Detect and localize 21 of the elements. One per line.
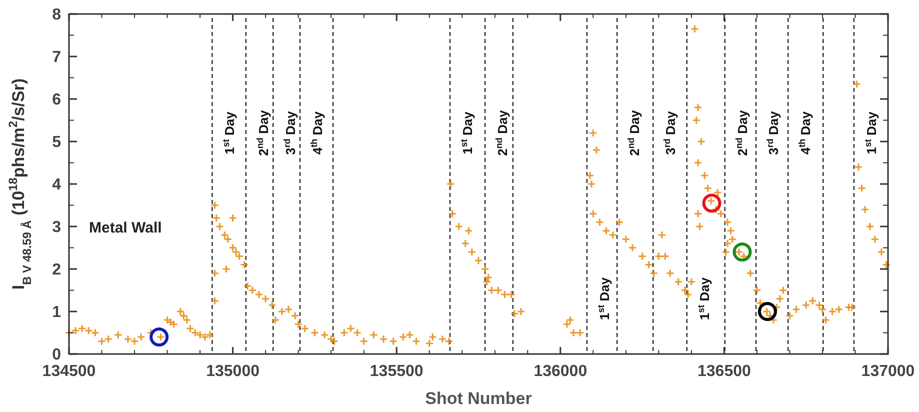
point	[758, 302, 777, 321]
x-axis-title: Shot Number	[425, 389, 532, 408]
y-tick-label: 5	[52, 134, 62, 152]
y-tick-label: 6	[52, 92, 62, 109]
y-tick-label: 3	[52, 219, 62, 236]
y-tick-label: 2	[52, 262, 62, 279]
y-tick-label: 7	[52, 49, 62, 66]
point	[150, 328, 169, 346]
y-tick-label: 1	[52, 304, 62, 322]
y-tick-label: 8	[52, 6, 62, 24]
y-tick-label: 4	[52, 176, 62, 194]
y-tick-label: 0	[52, 346, 62, 364]
annotation: Metal Wall	[89, 220, 162, 236]
x-tick-label: 137000	[861, 363, 915, 380]
point	[702, 194, 722, 213]
point	[732, 242, 752, 262]
x-tick-label: 136000	[534, 363, 588, 380]
x-tick-label: 134500	[42, 363, 96, 380]
x-tick-label: 135000	[206, 363, 260, 380]
x-tick-label: 135500	[370, 363, 424, 380]
x-tick-label: 136500	[698, 363, 751, 380]
